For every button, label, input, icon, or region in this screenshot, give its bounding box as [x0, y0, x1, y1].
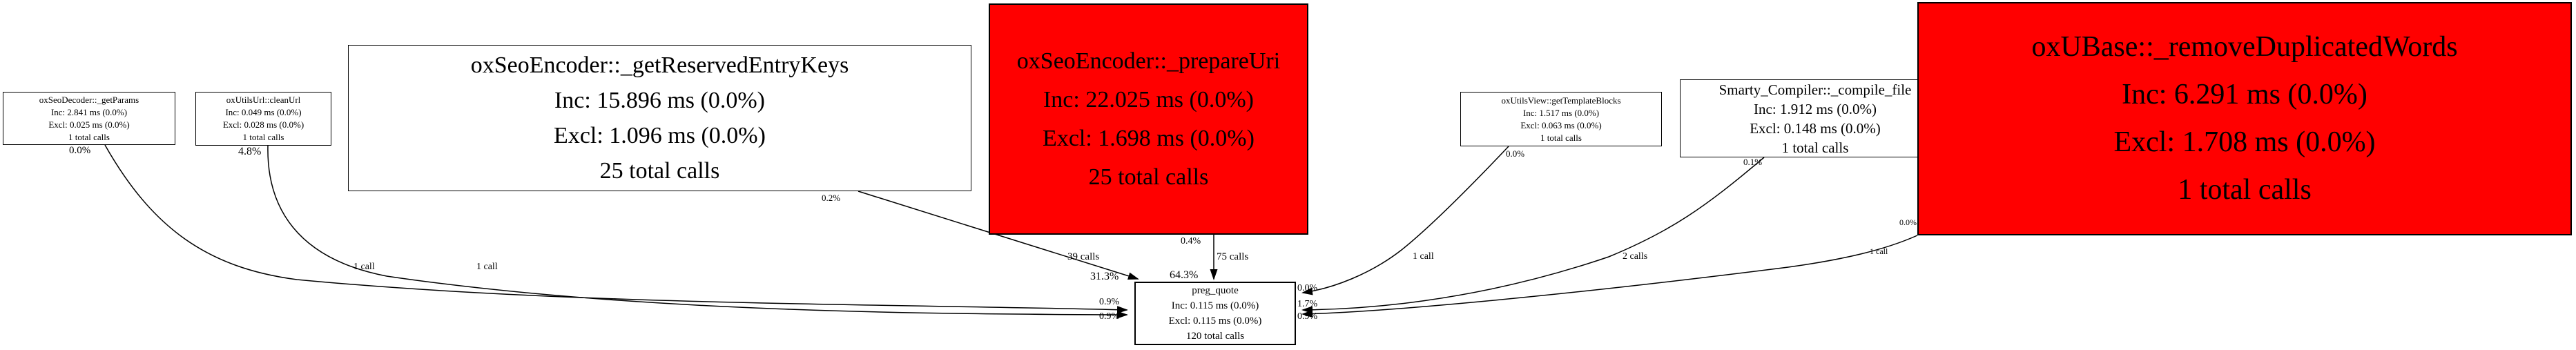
node-title: oxSeoEncoder::_prepareUri [1016, 48, 1281, 74]
node-smarty-compiler-compile-file: Smarty_Compiler::_compile_file Inc: 1.91… [1680, 79, 1950, 157]
edge-label-source-pct: 0.0% [1506, 148, 1525, 159]
node-oxubase-removeduplicatedwords: oxUBase::_removeDuplicatedWords Inc: 6.2… [1917, 2, 2572, 235]
edge-label-target-pct: 0.9% [1099, 311, 1120, 322]
edge-label-source-pct: 0.2% [822, 193, 841, 203]
edge-label-calls: 1 call [476, 262, 498, 272]
node-total-calls: 25 total calls [1088, 164, 1209, 190]
edge-label-target-pct: 0.9% [1297, 311, 1318, 322]
node-preg-quote: preg_quote Inc: 0.115 ms (0.0%) Excl: 0.… [1134, 282, 1296, 345]
node-excl: Excl: 0.063 ms (0.0%) [1520, 119, 1602, 130]
node-title: oxUtilsView::getTemplateBlocks [1501, 95, 1621, 106]
node-excl: Excl: 1.698 ms (0.0%) [1043, 125, 1255, 151]
edge-label-source-pct: 0.0% [1899, 217, 1917, 227]
node-title: oxUtilsUrl::cleanUrl [226, 95, 301, 105]
edge-label-calls: 75 calls [1217, 251, 1249, 262]
node-total-calls: 1 total calls [2178, 174, 2312, 206]
node-total-calls: 1 total calls [1540, 132, 1582, 143]
node-inc: Inc: 2.841 ms (0.0%) [50, 106, 128, 117]
edge-label-target-pct: 1.7% [1297, 299, 1318, 309]
node-title: oxUBase::_removeDuplicatedWords [2031, 31, 2458, 63]
node-inc: Inc: 22.025 ms (0.0%) [1043, 86, 1254, 113]
node-excl: Excl: 0.115 ms (0.0%) [1168, 315, 1262, 327]
node-total-calls: 120 total calls [1185, 331, 1245, 342]
node-title: preg_quote [1192, 285, 1239, 296]
node-oxutilsurl-cleanurl: oxUtilsUrl::cleanUrl Inc: 0.049 ms (0.0%… [195, 92, 331, 146]
edge-label-calls: 2 calls [1623, 251, 1648, 262]
edge-label-calls: 1 call [354, 262, 375, 272]
edge-path-getparams-to-pregquote [104, 144, 1128, 314]
node-excl: Excl: 0.025 ms (0.0%) [48, 119, 130, 130]
edge-path-removeduplicatedwords-to-pregquote [1301, 235, 1918, 318]
edge-label-calls: 1 call [1870, 246, 1888, 256]
node-total-calls: 1 total calls [68, 131, 110, 142]
edge-label-source-pct: 0.4% [1181, 236, 1201, 246]
edge-label-source-pct: 4.8% [238, 146, 262, 157]
edge-label-target-pct: 0.0% [1297, 283, 1318, 293]
edge-path-cleanurl-to-pregquote [267, 145, 1128, 319]
edge-label-target-pct: 31.3% [1090, 271, 1119, 282]
edge-label-source-pct: 0.1% [1743, 157, 1763, 167]
edge-label-target-pct: 0.9% [1099, 297, 1120, 307]
node-excl: Excl: 1.708 ms (0.0%) [2113, 126, 2376, 158]
node-title: Smarty_Compiler::_compile_file [1718, 81, 1912, 98]
node-inc: Inc: 15.896 ms (0.0%) [554, 88, 765, 113]
edge-label-calls: 39 calls [1067, 251, 1100, 262]
node-oxseodecoder-getparams: oxSeoDecoder::_getParams Inc: 2.841 ms (… [3, 92, 175, 145]
node-total-calls: 1 total calls [1781, 139, 1849, 156]
node-inc: Inc: 0.115 ms (0.0%) [1171, 300, 1259, 311]
node-excl: Excl: 0.148 ms (0.0%) [1750, 119, 1881, 137]
edge-path-compilefile-to-pregquote [1301, 157, 1765, 314]
node-total-calls: 25 total calls [599, 158, 720, 184]
node-title: oxSeoEncoder::_getReservedEntryKeys [470, 52, 849, 78]
node-inc: Inc: 1.912 ms (0.0%) [1754, 100, 1877, 117]
edge-path-gettemplateblocks-to-pregquote [1301, 146, 1509, 295]
edge-path-getreservedentrykeys-to-pregquote [858, 191, 1139, 280]
node-inc: Inc: 0.049 ms (0.0%) [225, 107, 302, 117]
node-title: oxSeoDecoder::_getParams [39, 94, 139, 105]
edge-label-target-pct: 64.3% [1170, 269, 1199, 281]
node-excl: Excl: 1.096 ms (0.0%) [554, 123, 766, 148]
node-oxutilsview-gettemplateblocks: oxUtilsView::getTemplateBlocks Inc: 1.51… [1460, 92, 1662, 146]
edge-label-calls: 1 call [1413, 251, 1434, 262]
node-inc: Inc: 1.517 ms (0.0%) [1522, 107, 1600, 118]
node-excl: Excl: 0.028 ms (0.0%) [222, 119, 304, 130]
edge-label-source-pct: 0.0% [69, 145, 91, 156]
node-total-calls: 1 total calls [242, 132, 284, 142]
node-inc: Inc: 6.291 ms (0.0%) [2122, 79, 2367, 110]
node-oxseoencoder-getreservedentrykeys: oxSeoEncoder::_getReservedEntryKeys Inc:… [348, 45, 971, 191]
node-oxseoencoder-prepareuri: oxSeoEncoder::_prepareUri Inc: 22.025 ms… [989, 3, 1308, 235]
